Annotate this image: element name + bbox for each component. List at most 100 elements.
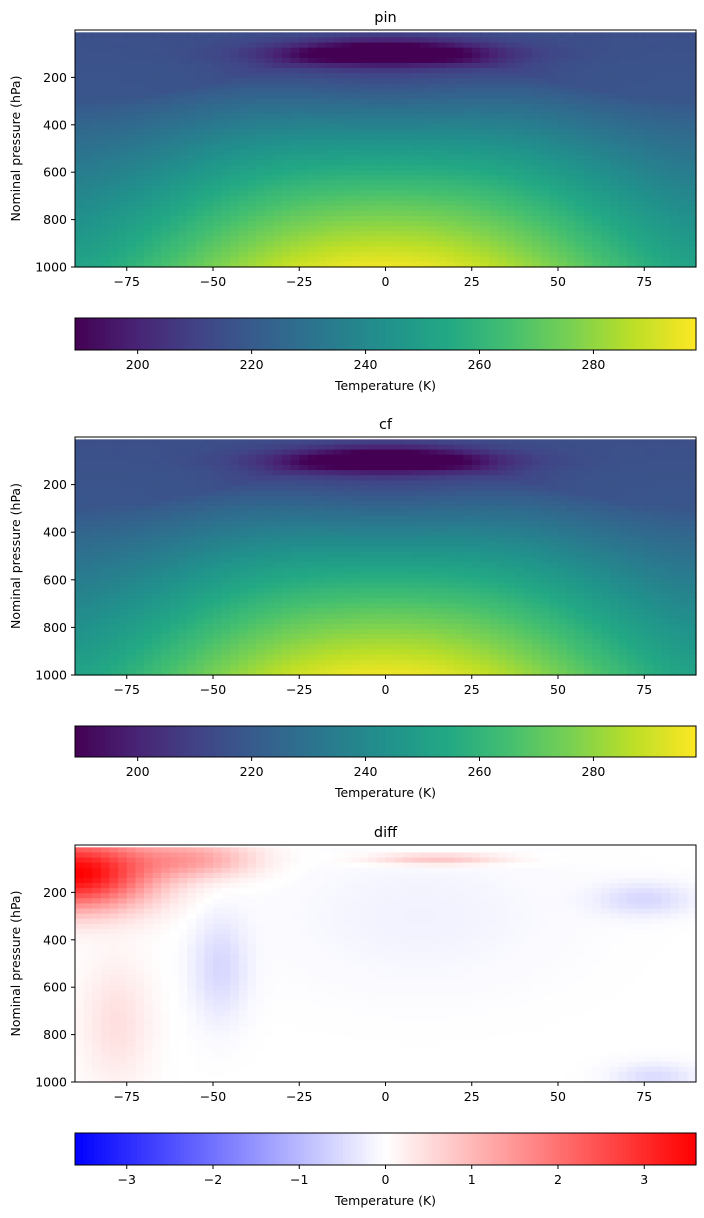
heatmap-cell [618, 236, 628, 243]
heatmap-cell [221, 42, 231, 49]
heatmap-cell [445, 490, 456, 497]
colorbar-step [342, 318, 348, 350]
heatmap-cell [299, 256, 309, 263]
heatmap-cell [566, 88, 576, 95]
heatmap-cell [75, 37, 85, 44]
heatmap-cell [523, 129, 533, 136]
colorbar-step [575, 318, 581, 350]
heatmap-cell [506, 93, 516, 100]
heatmap-cell [428, 531, 438, 538]
heatmap-cell [592, 47, 602, 54]
heatmap-cell [575, 170, 585, 176]
heatmap-cell [678, 73, 688, 79]
heatmap-cell [351, 205, 361, 212]
heatmap-cell [109, 57, 119, 64]
heatmap-cell [428, 149, 438, 156]
colorbar-step [482, 318, 488, 350]
heatmap-cell [273, 475, 283, 481]
heatmap-cell [376, 57, 387, 64]
heatmap-cell [213, 78, 223, 84]
heatmap-cell [126, 47, 136, 54]
heatmap-cell [670, 134, 680, 141]
heatmap-cell [273, 42, 283, 49]
heatmap-cell [394, 103, 404, 110]
heatmap-cell [540, 73, 550, 79]
heatmap-cell [92, 485, 102, 492]
heatmap-cell [652, 83, 663, 90]
heatmap-cell [83, 215, 93, 222]
heatmap-cell [497, 526, 507, 533]
heatmap-cell [575, 159, 585, 166]
heatmap-cell [256, 505, 266, 512]
heatmap-cell [187, 236, 197, 243]
heatmap-cell [489, 241, 499, 248]
heatmap-cell [540, 32, 550, 39]
heatmap-cell [618, 73, 628, 79]
heatmap-cell [454, 144, 464, 151]
x-tick-label: −25 [286, 274, 312, 289]
heatmap-cell [402, 251, 412, 258]
heatmap-cell [299, 536, 309, 543]
heatmap-cell [385, 531, 395, 538]
heatmap-cell [342, 215, 352, 222]
heatmap-cell [445, 449, 456, 456]
heatmap-cell [437, 531, 447, 538]
heatmap-cell [282, 78, 292, 84]
heatmap-cell [169, 42, 180, 49]
heatmap-cell [126, 454, 136, 461]
heatmap-cell [256, 210, 266, 217]
heatmap-cell [480, 205, 490, 212]
heatmap-cell [471, 256, 481, 263]
heatmap-cell [299, 103, 309, 110]
heatmap-cell [609, 536, 619, 543]
heatmap-cell [316, 108, 326, 115]
heatmap-cell [385, 495, 395, 502]
y-tick-label: 600 [43, 165, 67, 180]
heatmap-cell [385, 88, 395, 95]
heatmap-cell [152, 246, 162, 253]
heatmap-cell [609, 195, 619, 202]
heatmap-cell [359, 241, 369, 248]
heatmap-cell [463, 180, 473, 187]
heatmap-cell [195, 78, 205, 84]
heatmap-cell [402, 500, 412, 507]
heatmap-cell [661, 57, 671, 64]
heatmap-cell [152, 195, 162, 202]
heatmap-cell [351, 475, 361, 481]
heatmap-cell [333, 68, 343, 74]
heatmap-cell [230, 47, 240, 54]
heatmap-cell [230, 459, 240, 466]
heatmap-cell [221, 190, 231, 197]
heatmap-cell [471, 154, 481, 161]
heatmap-cell [178, 154, 188, 161]
heatmap-cell [618, 134, 628, 141]
heatmap-cell [583, 475, 594, 481]
heatmap-cell [583, 470, 594, 476]
heatmap-cell [428, 180, 438, 187]
heatmap-cell [583, 185, 594, 192]
heatmap-cell [627, 88, 637, 95]
heatmap-cell [385, 57, 395, 64]
heatmap-cell [558, 215, 568, 222]
heatmap-cell [411, 475, 421, 481]
heatmap-cell [420, 154, 430, 161]
heatmap-cell [359, 149, 369, 156]
heatmap-cell [282, 439, 292, 446]
heatmap-cell [109, 129, 119, 136]
heatmap-cell [161, 78, 171, 84]
heatmap-cell [644, 144, 654, 151]
heatmap-cell [463, 261, 473, 268]
heatmap-cell [514, 439, 525, 446]
heatmap-cell [238, 495, 249, 502]
heatmap-cell [670, 200, 680, 207]
heatmap-cell [394, 449, 404, 456]
heatmap-cell [359, 516, 369, 522]
heatmap-cell [532, 180, 542, 187]
colorbar-step [595, 318, 600, 350]
heatmap-cell [135, 215, 145, 222]
heatmap-cell [316, 226, 326, 232]
colorbar-step [75, 318, 80, 350]
heatmap-cell [394, 47, 404, 54]
heatmap-cell [75, 521, 85, 528]
heatmap-cell [445, 454, 456, 461]
